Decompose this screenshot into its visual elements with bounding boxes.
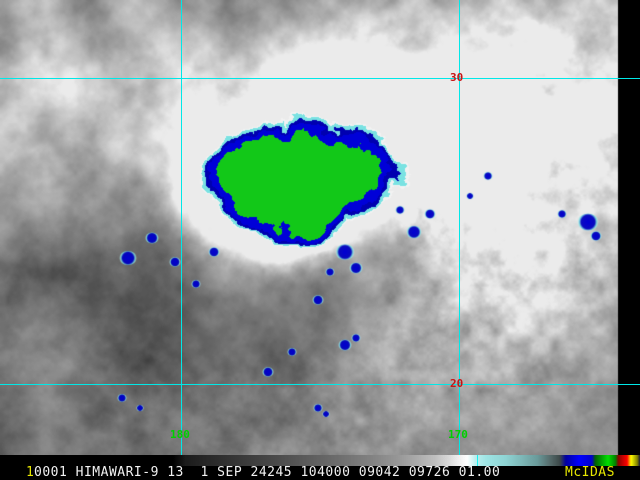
- longitude-label-170: 170: [448, 428, 468, 441]
- colorbar-tick-marker: [477, 455, 478, 466]
- colorbar-gradient[interactable]: [0, 455, 640, 466]
- latitude-gridline-30: [0, 78, 640, 79]
- longitude-gridline-180: [181, 0, 182, 455]
- status-line-text: 0001 HIMAWARI-9 13 1 SEP 24245 104000 09…: [34, 465, 501, 480]
- status-bar: 1 0001 HIMAWARI-9 13 1 SEP 24245 104000 …: [0, 466, 640, 480]
- longitude-gridline-170: [459, 0, 460, 455]
- latitude-label-20: 20: [450, 377, 464, 390]
- infrared-satellite-image[interactable]: [0, 0, 640, 455]
- satellite-image-display[interactable]: 30 20 180 170: [0, 0, 640, 455]
- longitude-label-180: 180: [170, 428, 190, 441]
- latitude-label-30: 30: [450, 71, 464, 84]
- frame-index-label: 1: [26, 465, 35, 480]
- mcidas-branding-label: McIDAS: [565, 465, 615, 480]
- enhancement-colorbar[interactable]: [0, 455, 640, 466]
- latitude-gridline-20: [0, 384, 640, 385]
